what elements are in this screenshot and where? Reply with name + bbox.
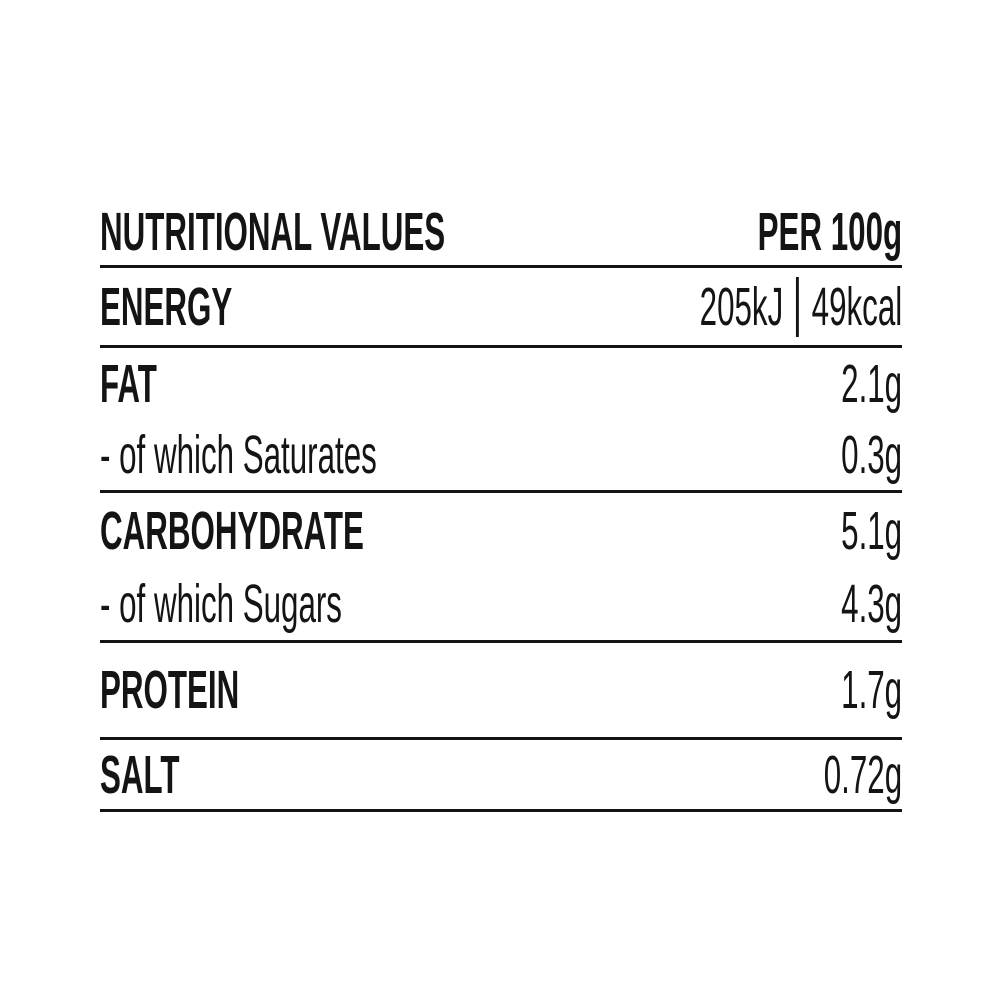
fat-label: FAT [100,354,157,414]
row-protein: PROTEIN 1.7g [100,643,902,740]
table-title: NUTRITIONAL VALUES [100,201,446,262]
row-salt: SALT 0.72g [100,740,902,812]
energy-kj-value: 205kJ [699,276,784,337]
energy-value: 205kJ 49kcal [699,276,902,338]
sugars-value: 4.3g [841,574,902,634]
nutrition-table: NUTRITIONAL VALUES PER 100g ENERGY 205kJ… [100,198,902,812]
energy-kcal-value: 49kcal [811,276,902,337]
salt-value: 0.72g [823,744,902,805]
protein-value: 1.7g [841,660,902,720]
carbohydrate-value: 5.1g [841,500,902,561]
row-saturates: - of which Saturates 0.3g [100,420,902,493]
saturates-value: 0.3g [841,425,902,485]
sugars-label: - of which Sugars [100,574,342,634]
row-fat: FAT 2.1g [100,348,902,420]
row-carbohydrate: CARBOHYDRATE 5.1g [100,493,902,568]
protein-label: PROTEIN [100,660,240,720]
per-100g-header: PER 100g [757,201,902,262]
saturates-label: - of which Saturates [100,425,377,485]
row-energy: ENERGY 205kJ 49kcal [100,268,902,348]
row-sugars: - of which Sugars 4.3g [100,568,902,643]
carbohydrate-label: CARBOHYDRATE [100,500,364,561]
energy-label: ENERGY [100,276,233,337]
table-header-row: NUTRITIONAL VALUES PER 100g [100,198,902,268]
fat-value: 2.1g [841,354,902,414]
salt-label: SALT [100,744,180,805]
energy-separator-bar [795,276,799,337]
